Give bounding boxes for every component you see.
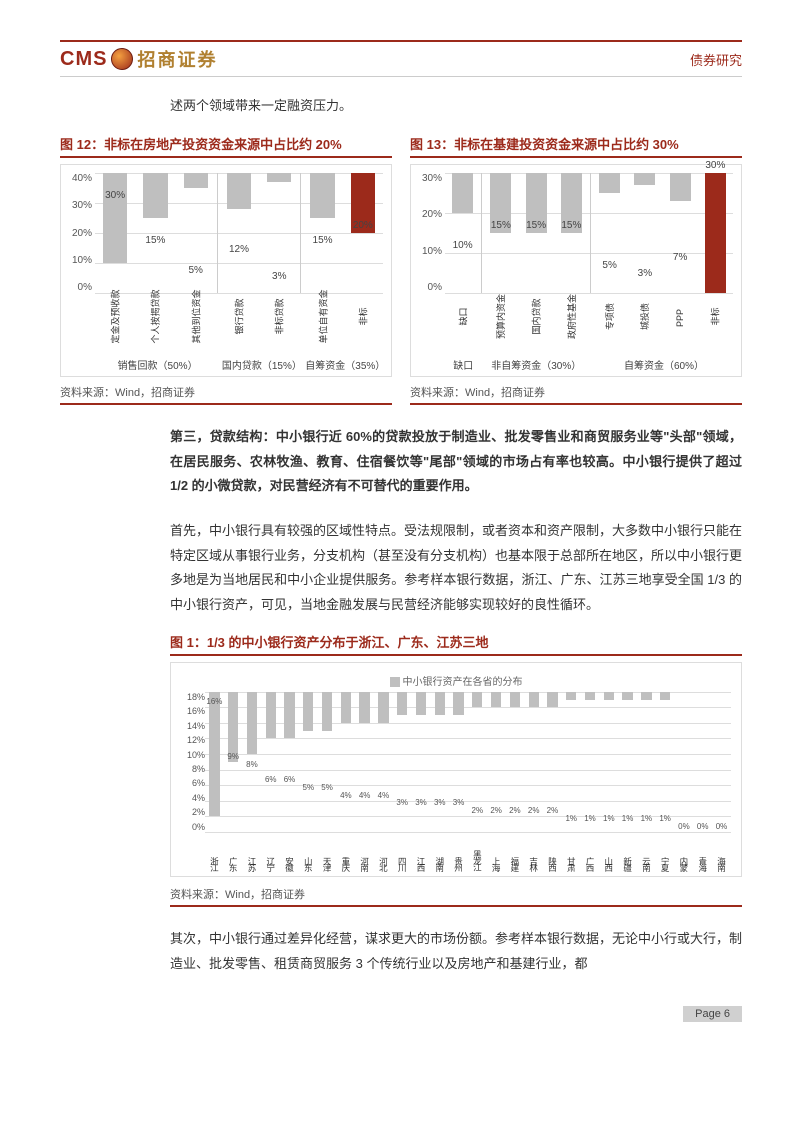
figure-1-source: 资料来源：Wind，招商证券 — [170, 883, 742, 907]
page-footer: Page 6 — [60, 1006, 742, 1022]
figure-13-source: 资料来源：Wind，招商证券 — [410, 381, 742, 405]
logo-text-zh: 招商证券 — [137, 46, 217, 72]
logo-badge-icon — [111, 48, 133, 70]
paragraph-last: 其次，中小银行通过差异化经营，谋求更大的市场份额。参考样本银行数据，无论中小行或… — [170, 927, 742, 976]
figure-13-title: 图 13：非标在基建投资资金来源中占比约 30% — [410, 134, 742, 158]
figure-13: 图 13：非标在基建投资资金来源中占比约 30% 30%20%10%0%10%缺… — [410, 134, 742, 405]
figure-12-title: 图 12：非标在房地产投资资金来源中占比约 20% — [60, 134, 392, 158]
figure-1-legend: 中小银行资产在各省的分布 — [177, 673, 735, 688]
paragraph-body: 首先，中小银行具有较强的区域性特点。受法规限制，或者资本和资产限制，大多数中小银… — [170, 519, 742, 618]
figure-1-legend-text: 中小银行资产在各省的分布 — [403, 677, 523, 688]
paragraph-bold: 第三，贷款结构：中小银行近 60%的贷款投放于制造业、批发零售业和商贸服务业等"… — [170, 425, 742, 499]
figure-1-title: 图 1：1/3 的中小银行资产分布于浙江、广东、江苏三地 — [170, 632, 742, 656]
figure-12: 图 12：非标在房地产投资资金来源中占比约 20% 40%30%20%10%0%… — [60, 134, 392, 405]
figure-12-source: 资料来源：Wind，招商证券 — [60, 381, 392, 405]
figure-13-chart: 30%20%10%0%10%缺口15%预算内资金15%国内贷款15%政府性基金5… — [410, 164, 742, 377]
figure-12-chart: 40%30%20%10%0%30%定金及预收款15%个人按揭贷款5%其他到位资金… — [60, 164, 392, 377]
page-number: Page 6 — [683, 1006, 742, 1022]
logo-text-en: CMS — [60, 48, 107, 71]
logo: CMS 招商证券 — [60, 46, 217, 72]
figure-row-12-13: 图 12：非标在房地产投资资金来源中占比约 20% 40%30%20%10%0%… — [60, 134, 742, 405]
header-category: 债券研究 — [690, 50, 742, 69]
legend-swatch-icon — [390, 677, 400, 687]
figure-1-chart: 中小银行资产在各省的分布 18%16%14%12%10%8%6%4%2%0%16… — [170, 662, 742, 877]
page-header: CMS 招商证券 债券研究 — [60, 40, 742, 77]
intro-text: 述两个领域带来一定融资压力。 — [60, 95, 742, 114]
